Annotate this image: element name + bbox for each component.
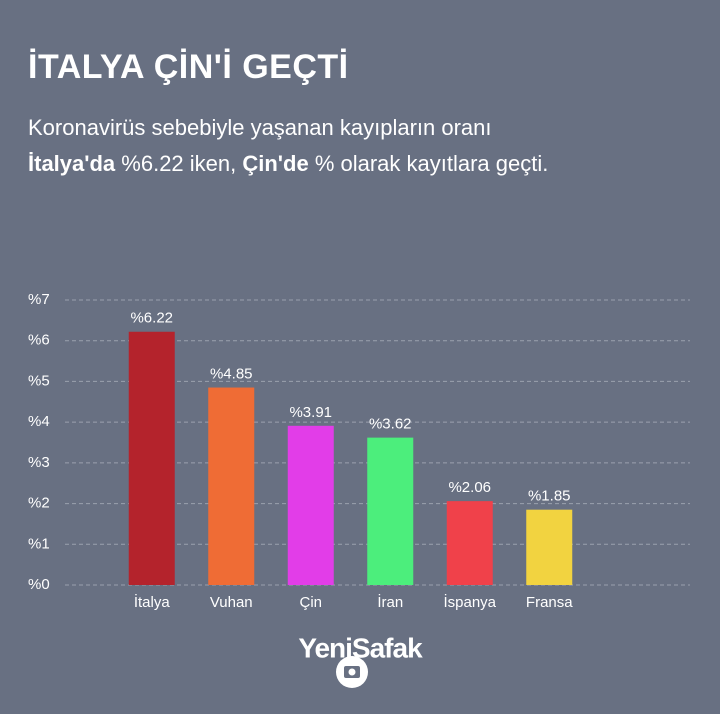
value-label: %2.06 [448,479,491,496]
subtitle-text: İtalya'da [28,151,116,176]
subtitle-text: %6.22 iken, [115,151,243,176]
x-tick-label: Fransa [526,594,573,611]
logo: YeniSafak [298,632,423,663]
y-tick-label: %2 [28,495,50,512]
subtitle-line: Koronavirüs sebebiyle yaşanan kayıpların… [28,110,548,146]
value-label: %4.85 [210,366,253,383]
subtitle-text: % olarak kayıtlara geçti. [308,151,549,176]
bar [287,425,334,585]
y-tick-label: %1 [28,535,50,552]
subtitle-line: İtalya'da %6.22 iken, Çin'de % olarak ka… [28,146,548,182]
bar [446,501,493,585]
value-label: %3.62 [369,416,412,433]
subtitle-text: Koronavirüs sebebiyle yaşanan kayıpların… [28,115,492,140]
y-tick-label: %4 [28,413,50,430]
subtitle: Koronavirüs sebebiyle yaşanan kayıpların… [28,110,548,182]
value-label: %6.22 [130,310,173,327]
x-tick-label: Vuhan [210,594,253,611]
value-label: %3.91 [289,404,332,421]
bar [208,387,255,585]
x-tick-label: Çin [299,594,322,611]
bar [367,437,414,585]
y-tick-label: %5 [28,372,50,389]
bar [526,509,573,585]
subtitle-text: Çin'de [242,151,309,176]
bar [128,331,175,585]
y-tick-label: %6 [28,332,50,349]
x-tick-label: İran [377,593,403,611]
x-tick-label: İtalya [134,593,171,611]
y-tick-label: %7 [28,291,50,308]
chart-title: İTALYA ÇİN'İ GEÇTİ [28,48,349,86]
value-label: %1.85 [528,488,571,505]
y-tick-label: %3 [28,454,50,471]
logo-icon [336,656,368,688]
x-tick-label: İspanya [443,593,496,611]
y-tick-label: %0 [28,576,50,593]
